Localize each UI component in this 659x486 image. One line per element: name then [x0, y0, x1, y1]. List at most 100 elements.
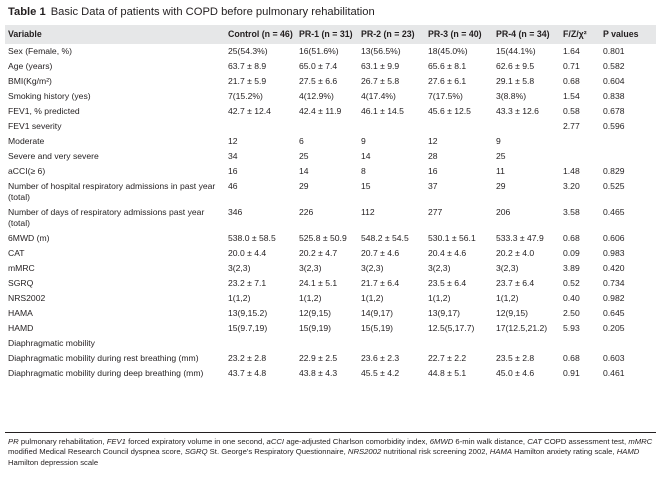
table-cell: 16 [228, 166, 238, 176]
table-cell [560, 134, 600, 149]
table-cell: 45.5 ± 4.2 [361, 368, 400, 378]
table-cell: 1(1,2) [228, 293, 251, 303]
table-cell: 3(2,3) [299, 263, 322, 273]
table-cell: 3.89 [563, 263, 580, 273]
table-cell: 0.829 [603, 166, 625, 176]
table-cell: 28 [428, 151, 438, 161]
table-label: Table 1 [8, 6, 46, 18]
footnote-abbreviation: NRS2002 [347, 447, 382, 457]
table-cell: 277 [428, 207, 443, 217]
table-cell: 15(44.1%) [496, 46, 536, 56]
table-row: Number of days of respiratory admissions… [5, 205, 656, 231]
table-cell: 9 [496, 136, 501, 146]
table-cell: 24.1 ± 5.1 [299, 278, 338, 288]
table-cell: 63.7 ± 8.9 [228, 61, 267, 71]
row-label: BMI(Kg/m²) [8, 76, 52, 86]
table-cell: 13(9,17) [428, 308, 461, 318]
table-cell: 11 [496, 166, 505, 176]
table-row: FEV1 severity 2.77 0.596 [5, 119, 656, 134]
table-cell: 23.6 ± 2.3 [361, 353, 400, 363]
row-label: NRS2002 [8, 293, 46, 303]
table-cell: 42.7 ± 12.4 [228, 106, 271, 116]
table-cell: 16 [428, 166, 438, 176]
table-cell: 0.604 [603, 76, 625, 86]
table-header-row: Variable Control (n = 46) PR-1 (n = 31) … [5, 25, 656, 44]
table-cell: 1.54 [563, 91, 580, 101]
row-label: HAMA [8, 308, 33, 318]
table-cell: 0.801 [603, 46, 625, 56]
table-cell: 0.71 [563, 61, 580, 71]
table-cell [225, 119, 296, 134]
row-label: Age (years) [8, 61, 53, 71]
table-cell: 1(1,2) [299, 293, 322, 303]
table-row: Age (years) 63.7 ± 8.9 65.0 ± 7.4 63.1 ± 9.… [5, 59, 656, 74]
table-cell: 4(17.4%) [361, 91, 396, 101]
table-cell: 0.420 [603, 263, 625, 273]
table-cell: 530.1 ± 56.1 [428, 233, 476, 243]
footnote-abbreviation: FEV1 [106, 437, 126, 446]
table-cell: 206 [496, 207, 511, 217]
table-cell: 0.205 [603, 323, 625, 333]
footnote-abbreviation: CAT [527, 437, 543, 446]
table-cell: 43.7 ± 4.8 [228, 368, 267, 378]
column-header: PR-3 (n = 40) [428, 29, 482, 39]
table-cell: 27.5 ± 6.6 [299, 76, 338, 86]
table-cell: 46.1 ± 14.5 [361, 106, 404, 116]
table-cell [296, 119, 358, 134]
table-row: Diaphragmatic mobility [5, 336, 656, 351]
table-caption: Table 1 Basic Data of patients with COPD … [8, 6, 375, 18]
table-row: mMRC 3(2,3) 3(2,3) 3(2,3) 3(2,3) 3(2,3) 3.89 0.… [5, 261, 656, 276]
row-label: Moderate [8, 136, 45, 146]
table-cell: 65.6 ± 8.1 [428, 61, 467, 71]
table-cell: 27.6 ± 6.1 [428, 76, 467, 86]
table-cell: 3(2,3) [228, 263, 251, 273]
footnote-abbreviation: HAMA [489, 447, 512, 457]
table-cell: 29 [496, 181, 506, 191]
column-header: PR-2 (n = 23) [361, 29, 415, 39]
footnote-abbreviation: mMRC [628, 437, 653, 446]
table-cell [296, 336, 358, 351]
row-label: Number of hospital respiratory admission… [8, 181, 216, 202]
column-header: P values [603, 29, 639, 39]
table-cell: 0.582 [603, 61, 625, 71]
table-cell: 12(9,15) [299, 308, 332, 318]
footnote-definition: age-adjusted Charlson comorbidity index, [284, 437, 430, 446]
table-cell: 13(9,15.2) [228, 308, 268, 318]
table-cell: 3(2,3) [428, 263, 451, 273]
table-cell: 14(9,17) [361, 308, 394, 318]
table-cell: 34 [228, 151, 238, 161]
table-cell: 0.596 [603, 121, 625, 131]
table-cell: 0.58 [563, 106, 580, 116]
table-cell: 15(9.7,19) [228, 323, 268, 333]
table-cell: 538.0 ± 58.5 [228, 233, 276, 243]
table-cell: 42.4 ± 11.9 [299, 106, 342, 116]
table-row: 6MWD (m) 538.0 ± 58.5 525.8 ± 50.9 548.2 ± … [5, 231, 656, 246]
table-cell [493, 336, 560, 351]
footnote-definition: Hamilton anxiety rating scale, [512, 447, 617, 457]
column-header: Control (n = 46) [228, 29, 293, 39]
row-label: Diaphragmatic mobility during rest breat… [8, 353, 199, 363]
table-cell: 0.68 [563, 76, 580, 86]
table-cell: 533.3 ± 47.9 [496, 233, 544, 243]
footnote-abbreviation: PR [8, 437, 19, 446]
table-row: Sex (Female, %) 25(54.3%) 16(51.6%) 13(56.5… [5, 44, 656, 59]
table-cell [493, 119, 560, 134]
table-cell: 12 [428, 136, 438, 146]
footnote-definition: 6-min walk distance, [453, 437, 528, 446]
row-label: FEV1, % predicted [8, 106, 80, 116]
table-cell: 9 [361, 136, 366, 146]
table-body: Sex (Female, %) 25(54.3%) 16(51.6%) 13(56.5… [5, 44, 656, 381]
table-cell: 0.09 [563, 248, 580, 258]
table-cell: 26.7 ± 5.8 [361, 76, 400, 86]
table-cell: 12(9,15) [496, 308, 529, 318]
table-row: aCCI(≥ 6) 16 14 8 16 11 1.48 0.829 [5, 164, 656, 179]
table-cell: 1(1,2) [361, 293, 384, 303]
table-row: Number of hospital respiratory admission… [5, 179, 656, 205]
table-cell [600, 336, 656, 351]
table-cell: 0.461 [603, 368, 625, 378]
table-row: Diaphragmatic mobility during deep breat… [5, 366, 656, 381]
table-cell: 112 [361, 207, 375, 217]
table-cell: 16(51.6%) [299, 46, 339, 56]
table-cell: 0.91 [563, 368, 580, 378]
